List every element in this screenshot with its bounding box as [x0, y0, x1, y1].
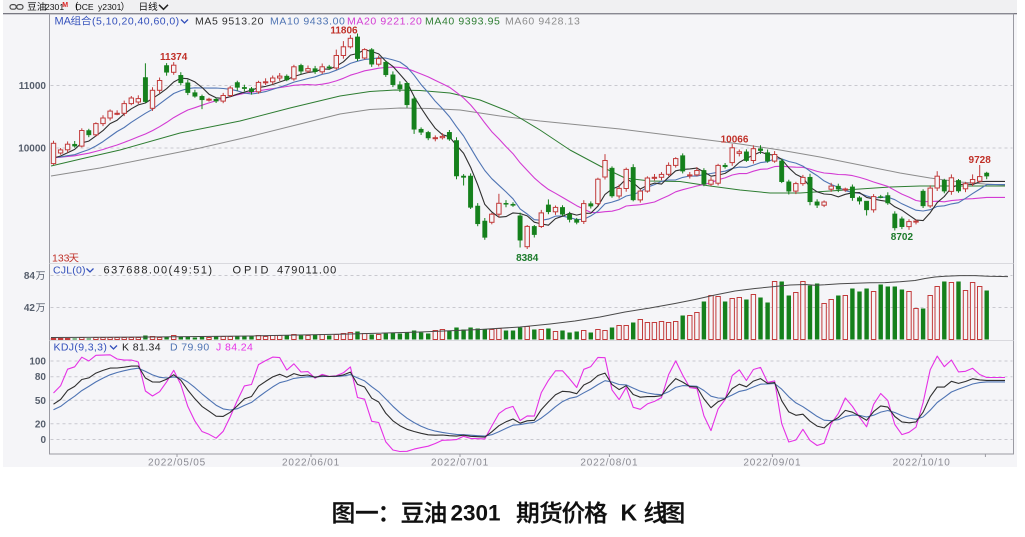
svg-text:11000: 11000 [19, 81, 47, 92]
svg-text:MA10 9433.00: MA10 9433.00 [270, 16, 346, 28]
svg-text:MA: MA [55, 16, 72, 28]
svg-text:637688.00(49:51): 637688.00(49:51) [104, 265, 214, 277]
svg-text:2301: 2301 [451, 500, 501, 525]
svg-text:MA5 9513.20: MA5 9513.20 [195, 16, 264, 28]
svg-text:84: 84 [24, 271, 36, 282]
svg-text:J 84.24: J 84.24 [216, 342, 253, 354]
svg-text:10066: 10066 [721, 134, 749, 145]
svg-text:8702: 8702 [891, 232, 914, 243]
svg-text:M: M [62, 2, 68, 9]
svg-text:10000: 10000 [18, 144, 46, 155]
svg-text:K 81.34: K 81.34 [122, 342, 161, 354]
svg-text:42: 42 [24, 303, 36, 314]
svg-text:2022/06/01: 2022/06/01 [282, 458, 340, 469]
svg-text:CJL(0): CJL(0) [53, 265, 86, 277]
svg-text:50: 50 [35, 396, 47, 407]
svg-text:K: K [621, 499, 638, 525]
svg-text:100: 100 [29, 357, 46, 368]
svg-text:80: 80 [35, 372, 47, 383]
svg-text:MA60 9428.13: MA60 9428.13 [505, 16, 581, 28]
svg-text:0: 0 [40, 435, 46, 446]
svg-text:KDJ(9,3,3): KDJ(9,3,3) [54, 342, 108, 354]
svg-text:(5,10,20,40,60,0): (5,10,20,40,60,0) [92, 16, 180, 28]
svg-text:2022/08/01: 2022/08/01 [580, 458, 638, 469]
svg-text:MA20 9221.20: MA20 9221.20 [347, 16, 423, 28]
svg-text:20: 20 [35, 419, 47, 430]
svg-text:D 79.90: D 79.90 [170, 342, 210, 354]
svg-text:2301: 2301 [45, 2, 64, 12]
svg-text:133: 133 [52, 253, 70, 265]
svg-text:OPID: OPID [233, 265, 272, 277]
svg-text:MA40 9393.95: MA40 9393.95 [425, 16, 501, 28]
svg-text:2022/09/01: 2022/09/01 [743, 458, 801, 469]
svg-text:9728: 9728 [969, 155, 992, 166]
svg-text:479011.00: 479011.00 [277, 265, 337, 277]
svg-text:11374: 11374 [160, 52, 188, 63]
svg-text:DCE: DCE [76, 2, 94, 12]
svg-text:2022/10/10: 2022/10/10 [893, 458, 951, 469]
svg-text:11806: 11806 [330, 26, 358, 37]
svg-text:8384: 8384 [516, 253, 539, 264]
svg-text:y2301: y2301 [98, 2, 122, 12]
svg-text:2022/05/05: 2022/05/05 [148, 458, 206, 469]
svg-text:2022/07/01: 2022/07/01 [431, 458, 489, 469]
